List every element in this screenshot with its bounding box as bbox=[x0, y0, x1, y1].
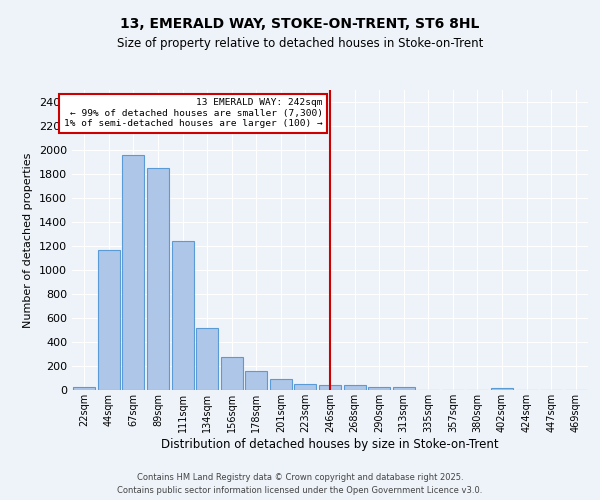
Bar bbox=[368, 386, 390, 390]
Y-axis label: Number of detached properties: Number of detached properties bbox=[23, 152, 34, 328]
Bar bbox=[73, 387, 95, 390]
Text: Size of property relative to detached houses in Stoke-on-Trent: Size of property relative to detached ho… bbox=[117, 38, 483, 51]
Bar bbox=[295, 384, 316, 390]
X-axis label: Distribution of detached houses by size in Stoke-on-Trent: Distribution of detached houses by size … bbox=[161, 438, 499, 450]
Text: 13, EMERALD WAY, STOKE-ON-TRENT, ST6 8HL: 13, EMERALD WAY, STOKE-ON-TRENT, ST6 8HL bbox=[121, 18, 479, 32]
Text: 13 EMERALD WAY: 242sqm
← 99% of detached houses are smaller (7,300)
1% of semi-d: 13 EMERALD WAY: 242sqm ← 99% of detached… bbox=[64, 98, 323, 128]
Bar bbox=[245, 372, 268, 390]
Bar bbox=[172, 241, 194, 390]
Bar bbox=[196, 328, 218, 390]
Bar bbox=[122, 155, 145, 390]
Bar bbox=[98, 250, 120, 390]
Bar bbox=[319, 385, 341, 390]
Bar bbox=[392, 388, 415, 390]
Bar bbox=[491, 388, 513, 390]
Bar bbox=[221, 357, 243, 390]
Bar bbox=[147, 168, 169, 390]
Text: Contains HM Land Registry data © Crown copyright and database right 2025.
Contai: Contains HM Land Registry data © Crown c… bbox=[118, 474, 482, 495]
Bar bbox=[344, 386, 365, 390]
Bar bbox=[270, 379, 292, 390]
